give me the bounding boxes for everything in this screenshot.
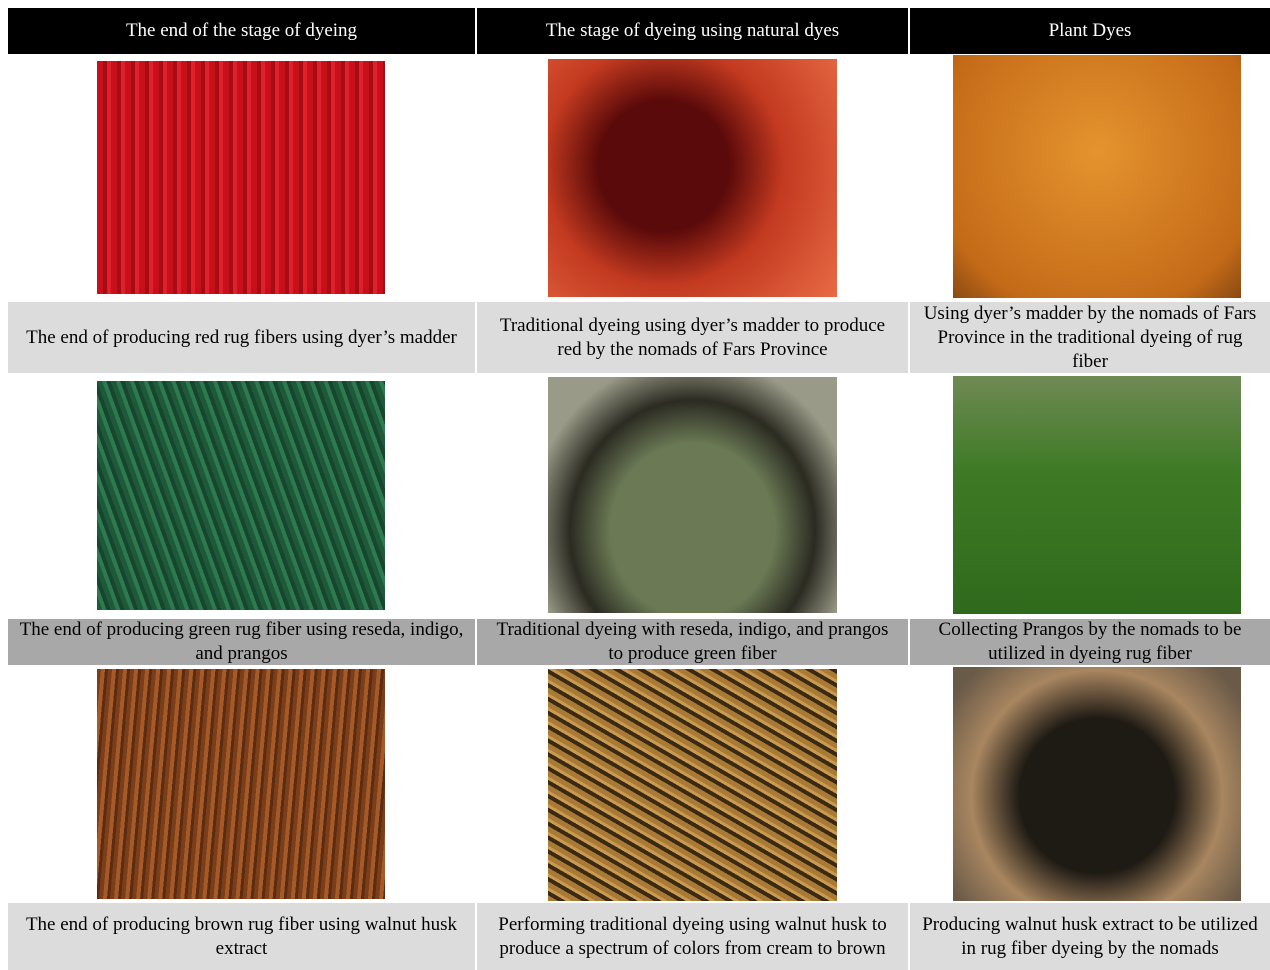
photo	[953, 55, 1241, 298]
caption: Performing traditional dyeing using waln…	[477, 903, 908, 970]
caption: Using dyer’s madder by the nomads of Far…	[910, 302, 1270, 373]
photo	[548, 59, 837, 297]
caption: The end of producing red rug fibers usin…	[8, 302, 475, 373]
header-cell: Plant Dyes	[910, 8, 1270, 54]
caption: The end of producing brown rug fiber usi…	[8, 903, 475, 970]
caption: The end of producing green rug fiber usi…	[8, 619, 475, 665]
photo	[97, 669, 385, 899]
caption: Producing walnut husk extract to be util…	[910, 903, 1270, 970]
header-cell: The stage of dyeing using natural dyes	[477, 8, 908, 54]
caption: Collecting Prangos by the nomads to be u…	[910, 619, 1270, 665]
photo	[953, 667, 1241, 901]
header-cell: The end of the stage of dyeing	[8, 8, 475, 54]
caption: Traditional dyeing with reseda, indigo, …	[477, 619, 908, 665]
photo	[97, 61, 385, 294]
photo	[953, 376, 1241, 614]
photo	[548, 669, 837, 901]
caption: Traditional dyeing using dyer’s madder t…	[477, 302, 908, 373]
photo	[97, 381, 385, 610]
photo	[548, 377, 837, 613]
